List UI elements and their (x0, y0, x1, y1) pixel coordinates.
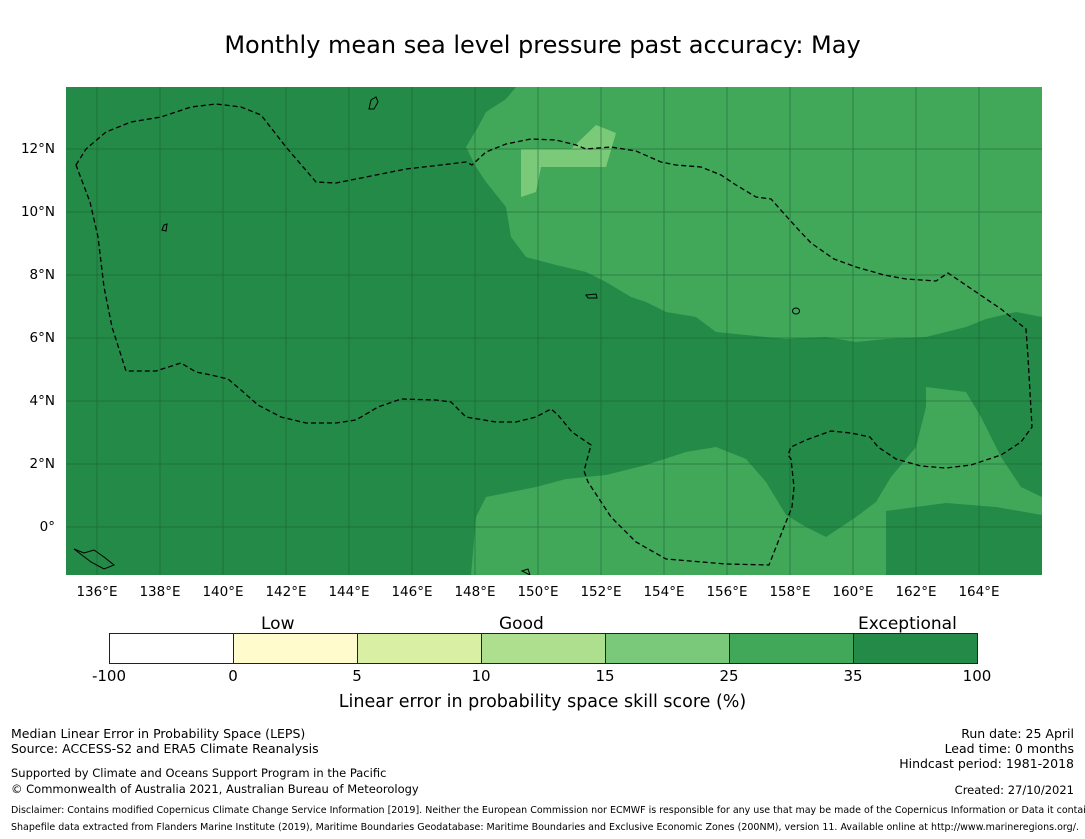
legend-bin-7 (853, 633, 978, 664)
lat-label-10n: 10°N (20, 204, 55, 220)
footer-shapefile: Shapefile data extracted from Flanders M… (11, 822, 1079, 833)
lon-label-142e: 142°E (265, 584, 307, 600)
footer-created: Created: 27/10/2021 (954, 783, 1074, 797)
lon-label-156e: 156°E (706, 584, 748, 600)
legend-tick-35: 35 (843, 667, 863, 685)
lon-label-140e: 140°E (202, 584, 244, 600)
legend-tick-0: 0 (228, 667, 238, 685)
footer-source: Source: ACCESS-S2 and ERA5 Climate Reana… (11, 741, 319, 756)
lon-label-144e: 144°E (328, 584, 370, 600)
footer-hindcast: Hindcast period: 1981-2018 (899, 756, 1074, 771)
legend-tick-100: 100 (962, 667, 992, 685)
lat-label-4n: 4°N (29, 393, 55, 409)
legend-category-good: Good (499, 614, 544, 634)
lon-label-138e: 138°E (139, 584, 181, 600)
legend-tick-10: 10 (471, 667, 491, 685)
lat-label-8n: 8°N (29, 267, 55, 283)
lon-label-158e: 158°E (769, 584, 811, 600)
footer-copyright: © Commonwealth of Australia 2021, Austra… (11, 782, 419, 796)
lon-label-146e: 146°E (391, 584, 433, 600)
legend-bin-1 (109, 633, 234, 664)
lon-label-150e: 150°E (517, 584, 559, 600)
lon-label-164e: 164°E (958, 584, 1000, 600)
footer-lead-time: Lead time: 0 months (944, 741, 1074, 756)
legend-tick-5: 5 (352, 667, 362, 685)
lon-label-154e: 154°E (643, 584, 685, 600)
lat-label-12n: 12°N (20, 141, 55, 157)
lon-label-136e: 136°E (76, 584, 118, 600)
lat-label-0: 0° (39, 519, 55, 535)
legend-bin-3 (357, 633, 482, 664)
legend-category-low: Low (261, 614, 295, 634)
graticule (66, 87, 1042, 575)
footer-disclaimer: Disclaimer: Contains modified Copernicus… (11, 805, 1085, 816)
exceptional-patch-southeast (886, 503, 1042, 575)
island-outlines (73, 96, 800, 575)
legend-tick-25: 25 (719, 667, 739, 685)
lon-label-152e: 152°E (580, 584, 622, 600)
legend-category-exceptional: Exceptional (858, 614, 957, 634)
good-region-patch (521, 125, 616, 197)
lon-label-160e: 160°E (832, 584, 874, 600)
eez-boundary (75, 103, 1033, 566)
footer-leps: Median Linear Error in Probability Space… (11, 726, 306, 741)
footer-support: Supported by Climate and Oceans Support … (11, 766, 387, 780)
legend-bin-4 (481, 633, 606, 664)
legend-bin-2 (233, 633, 358, 664)
lon-label-148e: 148°E (454, 584, 496, 600)
colorbar-label: Linear error in probability space skill … (338, 692, 747, 712)
legend-tick-minus100: -100 (91, 667, 127, 685)
lat-label-2n: 2°N (29, 456, 55, 472)
legend-bin-5 (605, 633, 730, 664)
lat-label-6n: 6°N (29, 330, 55, 346)
legend-bin-6 (729, 633, 854, 664)
footer-run-date: Run date: 25 April (961, 726, 1074, 741)
legend-tick-15: 15 (595, 667, 615, 685)
skill-map (66, 87, 1042, 575)
chart-title: Monthly mean sea level pressure past acc… (224, 31, 861, 59)
lon-label-162e: 162°E (895, 584, 937, 600)
